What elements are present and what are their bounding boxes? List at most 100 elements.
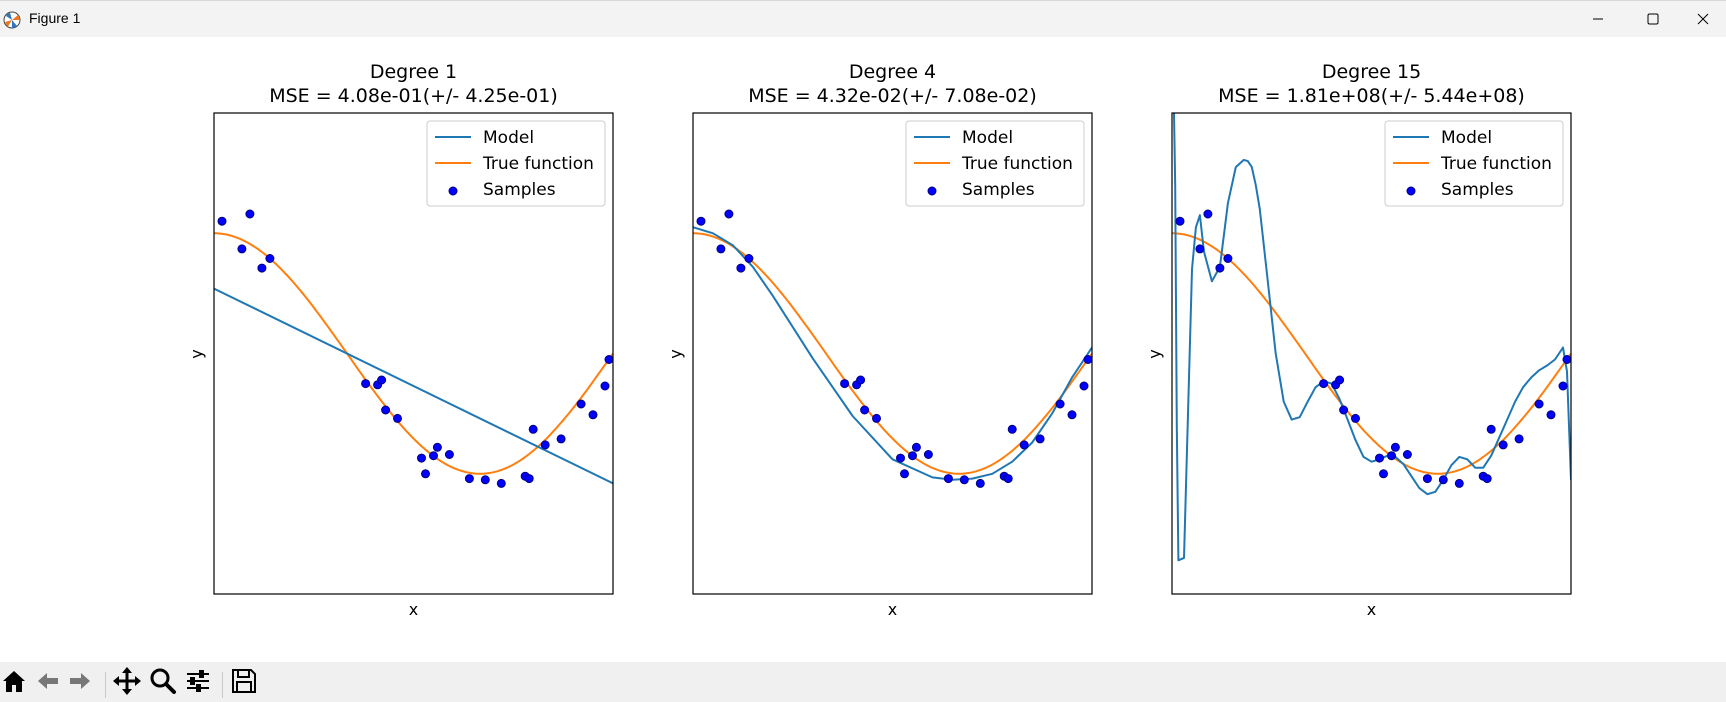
legend-label: Model	[1441, 128, 1492, 148]
sample-point	[1387, 451, 1396, 461]
sample-point	[900, 469, 909, 479]
sample-point	[1035, 434, 1045, 444]
home-button[interactable]	[0, 664, 31, 698]
legend-samples-marker	[448, 186, 458, 196]
sample-point	[1195, 244, 1205, 254]
sample-point	[744, 254, 754, 263]
sample-point	[1079, 381, 1089, 391]
model-line	[1172, 113, 1571, 562]
sample-point	[421, 469, 430, 479]
back-button[interactable]	[31, 664, 65, 698]
zoom-magnifier-icon	[150, 668, 176, 694]
sample-point	[217, 216, 227, 226]
axes-frame	[692, 112, 1093, 595]
sample-point	[724, 209, 734, 219]
pan-move-icon	[113, 667, 141, 695]
sample-point	[840, 379, 850, 389]
legend-label: True function	[482, 154, 594, 174]
sample-point	[1514, 434, 1524, 444]
navigation-toolbar	[0, 662, 1726, 702]
sample-point	[908, 451, 917, 461]
true-function-line	[1172, 232, 1571, 475]
sample-point	[911, 442, 921, 452]
sample-point	[528, 424, 538, 434]
sample-point	[604, 355, 613, 364]
sample-point	[1498, 440, 1508, 450]
sample-point	[265, 254, 275, 263]
y-axis-label: y	[666, 349, 685, 358]
forward-button[interactable]	[63, 664, 97, 698]
sample-point	[1335, 375, 1345, 385]
legend-label: True function	[961, 154, 1073, 174]
sample-point	[1215, 263, 1225, 273]
sample-point	[1562, 355, 1571, 364]
sample-point	[1438, 475, 1448, 485]
y-axis-label: y	[1145, 349, 1164, 358]
x-axis-label: x	[888, 600, 897, 619]
window-title: Figure 1	[29, 10, 81, 26]
sample-point	[1558, 381, 1568, 391]
plot-area-2	[693, 209, 1092, 488]
axes-frame	[213, 112, 614, 595]
sample-point	[361, 379, 371, 389]
sample-point	[1482, 474, 1492, 484]
configure-subplots-button[interactable]	[181, 664, 215, 698]
toolbar-separator	[222, 672, 223, 698]
sample-point	[1203, 209, 1213, 219]
sample-point	[716, 244, 726, 254]
subplot-title: Degree 4	[849, 61, 936, 83]
sample-point	[959, 475, 969, 485]
save-floppy-icon	[232, 669, 256, 693]
sample-point	[1486, 424, 1496, 434]
sample-point	[1175, 216, 1185, 226]
sample-point	[1351, 413, 1360, 423]
true-function-line	[693, 232, 1092, 475]
legend-label: True function	[1440, 154, 1552, 174]
maximize-icon	[1647, 13, 1659, 25]
legend-label: Samples	[483, 180, 556, 200]
sample-point	[417, 453, 426, 463]
sample-point	[1223, 254, 1233, 263]
sample-point	[1067, 410, 1077, 420]
subplot-mse-subtitle: MSE = 4.32e-02(+/- 7.08e-02)	[748, 85, 1037, 107]
sample-point	[1019, 440, 1029, 450]
sample-point	[496, 478, 506, 488]
sample-point	[464, 474, 474, 484]
sample-point	[1375, 453, 1384, 463]
sample-point	[444, 450, 454, 459]
sample-point	[556, 434, 566, 444]
figure-canvas[interactable]: Degree 1 MSE = 4.08e-01(+/- 4.25e-01) x y Mo…	[0, 37, 1726, 662]
sample-point	[393, 413, 402, 423]
configure-subplots-icon	[187, 670, 209, 692]
sample-point	[429, 451, 438, 461]
x-axis-label: x	[1367, 600, 1376, 619]
pan-button[interactable]	[110, 664, 144, 698]
true-function-line	[214, 232, 613, 475]
sample-point	[736, 263, 746, 273]
window-titlebar: Figure 1	[0, 0, 1726, 37]
sample-point	[1402, 450, 1412, 459]
matplotlib-logo-icon	[3, 11, 21, 29]
sample-point	[524, 474, 534, 484]
legend-label: Samples	[1441, 180, 1514, 200]
plot-area-1	[214, 209, 613, 488]
save-button[interactable]	[227, 664, 261, 698]
sample-point	[1422, 474, 1432, 484]
maximize-button[interactable]	[1630, 1, 1676, 37]
close-icon	[1697, 13, 1709, 25]
sample-point	[923, 450, 933, 459]
sample-point	[896, 453, 905, 463]
back-arrow-icon	[38, 673, 58, 689]
plot-area-3	[1172, 113, 1571, 562]
sample-point	[237, 244, 247, 254]
close-button[interactable]	[1680, 1, 1726, 37]
sample-point	[600, 381, 610, 391]
sample-point	[540, 440, 550, 450]
legend-box	[426, 120, 606, 207]
sample-point	[432, 442, 442, 452]
sample-point	[696, 216, 706, 226]
minimize-button[interactable]	[1575, 1, 1621, 37]
zoom-button[interactable]	[146, 664, 180, 698]
sample-point	[377, 375, 387, 385]
